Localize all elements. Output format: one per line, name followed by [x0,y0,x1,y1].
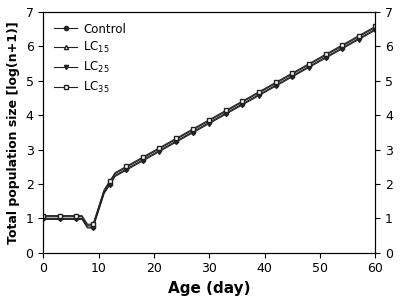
LC$_{25}$ [85,226,90,230]
LC$_{35}$ [334,46,339,50]
LC$_{15}$ [113,172,118,175]
Control [41,217,46,220]
Control [124,167,129,171]
LC$_{25}$ [162,147,167,150]
Line: LC$_{25}$: LC$_{25}$ [41,28,378,230]
LC$_{35}$ [113,171,118,175]
LC$_{15}$ [85,223,90,227]
LC$_{35}$ [246,96,250,100]
LC$_{25}$ [124,168,129,172]
LC$_{15}$ [246,97,250,101]
LC$_{15}$ [162,144,167,148]
Control [113,174,118,177]
Control [85,225,90,229]
Control [224,111,228,115]
X-axis label: Age (day): Age (day) [168,281,250,296]
LC$_{35}$ [124,165,129,168]
Line: LC$_{15}$: LC$_{15}$ [41,25,378,227]
LC$_{35}$ [85,222,90,226]
LC$_{35}$ [373,25,378,28]
Line: Control: Control [41,27,378,229]
LC$_{15}$ [41,215,46,218]
LC$_{25}$ [373,28,378,32]
LC$_{15}$ [334,47,339,51]
LC$_{35}$ [224,108,228,112]
Line: LC$_{35}$: LC$_{35}$ [41,24,378,226]
LC$_{15}$ [373,26,378,29]
LC$_{25}$ [113,175,118,178]
Legend: Control, LC$_{15}$, LC$_{25}$, LC$_{35}$: Control, LC$_{15}$, LC$_{25}$, LC$_{35}$ [49,18,131,100]
LC$_{25}$ [334,50,339,54]
LC$_{15}$ [224,110,228,113]
Control [162,145,167,149]
LC$_{35}$ [162,143,167,146]
LC$_{25}$ [224,112,228,116]
LC$_{15}$ [124,166,129,169]
Control [246,99,250,102]
Control [373,27,378,31]
LC$_{35}$ [41,214,46,218]
Control [334,49,339,53]
Y-axis label: Total population size [log(n+1)]: Total population size [log(n+1)] [7,21,20,244]
LC$_{25}$ [41,218,46,221]
LC$_{25}$ [246,100,250,104]
